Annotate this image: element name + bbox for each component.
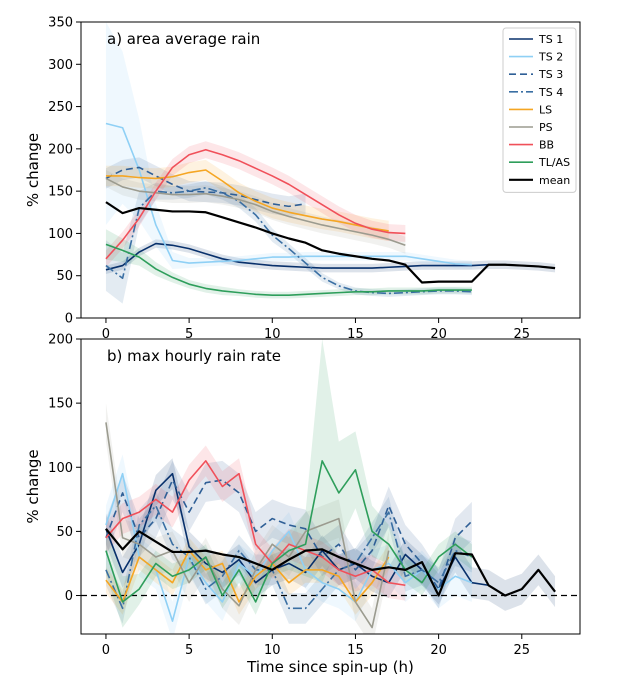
x-tick-label: 10 — [264, 643, 281, 658]
series-line-ts-1 — [105, 242, 556, 271]
y-tick-label: 300 — [48, 58, 73, 73]
series-line-mean — [105, 528, 556, 597]
x-tick-label: 25 — [514, 643, 531, 658]
legend-label-ls: LS — [539, 103, 552, 116]
band-bb — [105, 445, 406, 601]
y-axis-label: % change — [24, 449, 42, 523]
y-tick-label: 100 — [48, 461, 73, 476]
band-ps — [105, 170, 406, 254]
band-ts-4 — [105, 490, 472, 624]
series-line-ts-2 — [105, 472, 473, 622]
x-tick-label: 5 — [185, 643, 193, 658]
series-line-ps — [105, 422, 390, 629]
x-tick-label: 0 — [102, 327, 110, 342]
y-tick-label: 150 — [48, 397, 73, 412]
x-tick-label: 15 — [347, 643, 364, 658]
panel-title: a) area average rain — [107, 30, 260, 48]
legend-label-tl-as: TL/AS — [538, 156, 570, 169]
legend-label-ts-1: TS 1 — [538, 33, 563, 46]
y-axis-label: % change — [24, 133, 42, 207]
series-line-ts-2 — [105, 122, 472, 266]
legend-label-ts-4: TS 4 — [538, 86, 563, 99]
x-tick-label: 0 — [102, 643, 110, 658]
legend-label-mean: mean — [539, 174, 570, 187]
series-line-ts-4 — [105, 504, 473, 610]
legend: TS 1 TS 2 TS 3 TS 4 LS PS BB TL/AS mean — [502, 27, 577, 193]
x-axis-label: Time since spin-up (h) — [246, 658, 414, 676]
series-line-ts-3 — [105, 479, 473, 590]
x-tick-label: 5 — [185, 327, 193, 342]
legend-label-ts-3: TS 3 — [538, 68, 563, 81]
y-tick-label: 50 — [56, 269, 73, 284]
series-line-bb — [105, 460, 406, 587]
series-line-bb — [105, 148, 406, 260]
band-bb — [105, 141, 406, 268]
axes-frame — [80, 21, 581, 319]
y-tick-label: 150 — [48, 185, 73, 200]
series-line-ts-4 — [105, 186, 472, 295]
band-ts-1 — [105, 458, 556, 611]
axes-frame — [80, 338, 581, 635]
x-tick-label: 10 — [264, 327, 281, 342]
x-tick-label: 20 — [430, 643, 447, 658]
series-line-ts-1 — [105, 472, 556, 597]
legend-label-bb: BB — [539, 139, 554, 152]
legend-label-ts-2: TS 2 — [538, 51, 563, 64]
series-line-tl-as — [105, 243, 472, 296]
x-tick-label: 20 — [430, 327, 447, 342]
series-line-ls — [105, 169, 389, 232]
series-line-mean — [105, 201, 556, 284]
x-tick-label: 15 — [347, 327, 364, 342]
panel-title: b) max hourly rain rate — [107, 347, 281, 365]
series-line-ts-3 — [105, 166, 306, 208]
y-tick-label: 50 — [56, 525, 73, 540]
x-tick-label: 25 — [514, 327, 531, 342]
band-ls — [105, 159, 389, 242]
panel-max-hourly-rain-rate: 0 5 10 15 20 25 0 50 100 150 200 b) max hourly rai… — [24, 333, 581, 676]
y-tick-label: 250 — [48, 100, 73, 115]
y-tick-label: 100 — [48, 227, 73, 242]
band-ts-2 — [105, 22, 472, 269]
series-line-ps — [105, 177, 406, 247]
y-tick-label: 200 — [48, 333, 73, 348]
series-line-tl-as — [105, 460, 473, 603]
y-tick-label: 0 — [65, 312, 73, 327]
legend-label-ps: PS — [539, 121, 553, 134]
legend-box — [502, 27, 577, 193]
y-tick-label: 350 — [48, 16, 73, 31]
y-tick-label: 0 — [65, 589, 73, 604]
y-tick-label: 200 — [48, 142, 73, 157]
